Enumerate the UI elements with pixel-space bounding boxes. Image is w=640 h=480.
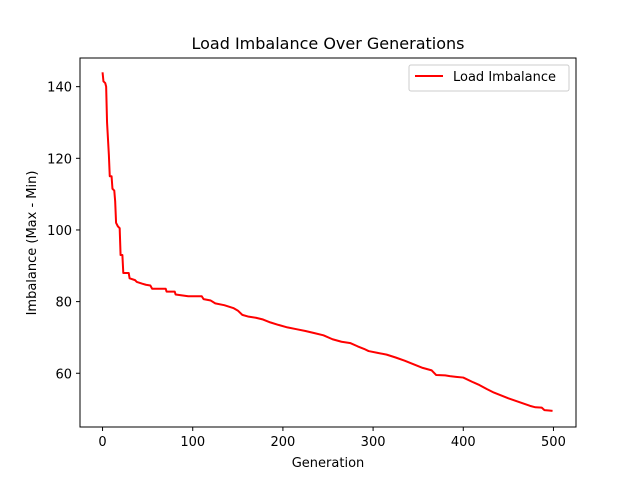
legend: Load Imbalance: [408, 64, 570, 92]
plot-area: [101, 72, 553, 412]
y-axis-label: Imbalance (Max - Min): [25, 171, 40, 316]
legend-label-load-imbalance: Load Imbalance: [453, 70, 556, 85]
series-line-load-imbalance: [101, 72, 553, 412]
x-axis-label: Generation: [292, 456, 365, 471]
x-axis: 0 100 200 300 400 500: [98, 427, 566, 450]
x-tick-label: 0: [98, 435, 106, 450]
x-tick-label: 200: [270, 435, 295, 450]
plot-frame: [79, 57, 577, 428]
x-tick-label: 500: [541, 435, 566, 450]
y-tick-label: 120: [47, 152, 72, 167]
x-tick-label: 100: [180, 435, 205, 450]
chart-title: Load Imbalance Over Generations: [191, 34, 464, 53]
legend-box: [408, 64, 570, 92]
y-tick-label: 80: [55, 296, 72, 311]
x-tick-label: 400: [451, 435, 476, 450]
y-tick-label: 100: [47, 224, 72, 239]
y-axis: 60 80 100 120 140: [47, 81, 80, 382]
y-tick-label: 140: [47, 81, 72, 96]
y-tick-label: 60: [55, 367, 72, 382]
x-tick-label: 300: [361, 435, 386, 450]
